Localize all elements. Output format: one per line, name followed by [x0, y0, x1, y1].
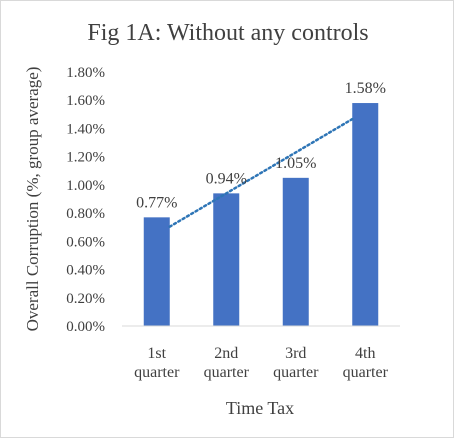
- y-tick-label: 0.20%: [66, 291, 105, 307]
- x-tick-label: quarter: [204, 364, 250, 381]
- x-tick-label: 4th: [355, 345, 375, 362]
- y-tick-label: 1.00%: [66, 178, 105, 194]
- y-tick-label: 0.40%: [66, 263, 105, 279]
- x-tick-label: quarter: [134, 364, 180, 381]
- x-tick-label: 2nd: [214, 345, 238, 362]
- bars: [143, 103, 379, 327]
- y-tick-label: 1.80%: [66, 65, 105, 81]
- y-tick-label: 1.60%: [66, 93, 105, 109]
- data-label: 1.58%: [345, 80, 386, 97]
- bar: [352, 103, 379, 327]
- chart-title: Fig 1A: Without any controls: [87, 20, 368, 46]
- bar: [282, 177, 309, 326]
- data-label: 1.05%: [275, 155, 316, 172]
- x-tick-label: 1st: [147, 345, 166, 362]
- y-axis-ticks: 0.00% 0.20% 0.40% 0.60% 0.80% 1.00% 1.20% 1.40%…: [66, 65, 105, 335]
- data-label: 0.77%: [136, 194, 177, 211]
- x-tick-label: quarter: [273, 364, 319, 381]
- x-tick-label: 3rd: [285, 345, 306, 362]
- x-tick-label: quarter: [343, 364, 389, 381]
- y-axis-title: Overall Corruption (%, group average): [23, 67, 42, 332]
- x-axis-title: Time Tax: [226, 398, 294, 418]
- y-tick-label: 0.80%: [66, 206, 105, 222]
- data-label: 0.94%: [206, 170, 247, 187]
- x-axis-categories: 1st quarter 2nd quarter 3rd quarter 4th quarter: [134, 345, 388, 381]
- y-tick-label: 1.40%: [66, 121, 105, 137]
- y-tick-label: 0.60%: [66, 234, 105, 250]
- bar: [143, 217, 170, 326]
- data-labels: 0.77% 0.94% 1.05% 1.58%: [136, 80, 386, 211]
- bar: [213, 193, 240, 326]
- trendline: [168, 117, 354, 228]
- y-tick-label: 0.00%: [66, 319, 105, 335]
- y-tick-label: 1.20%: [66, 150, 105, 166]
